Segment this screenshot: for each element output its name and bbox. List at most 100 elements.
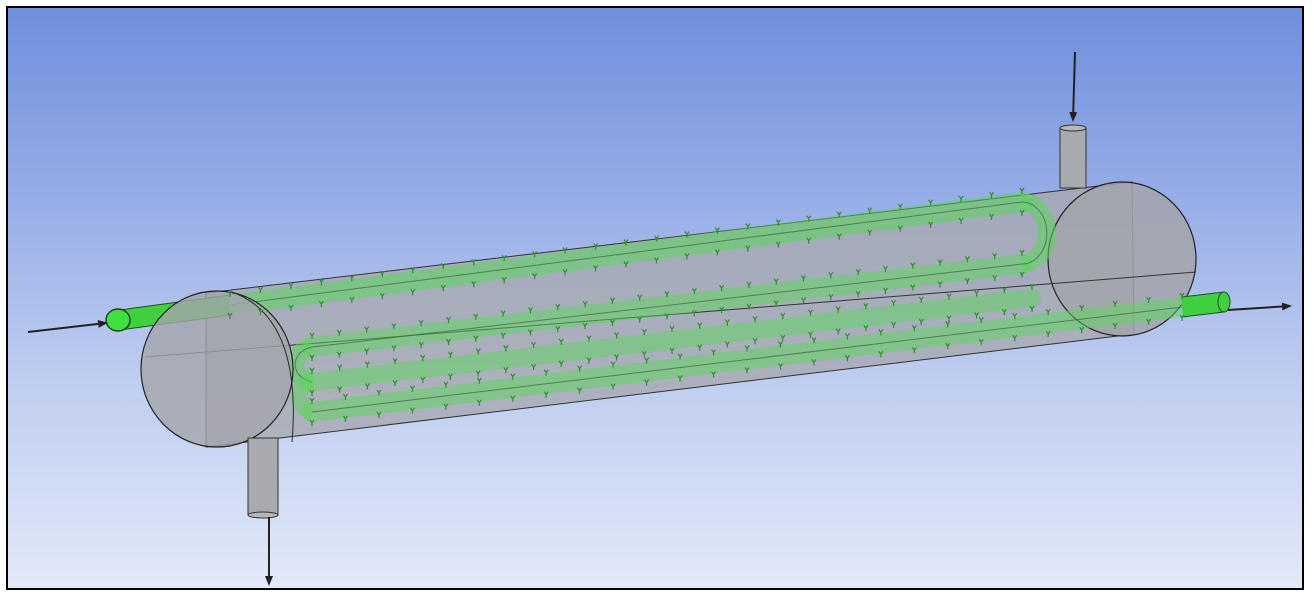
load-marker (420, 376, 426, 384)
load-marker (780, 312, 786, 320)
load-marker (691, 287, 697, 295)
load-marker (974, 290, 980, 297)
tube-inlet-end[interactable] (105, 308, 131, 332)
load-marker (644, 357, 650, 364)
load-marker (501, 277, 507, 284)
load-marker (471, 258, 477, 266)
load-marker (503, 345, 509, 352)
load-marker (475, 370, 481, 377)
load-marker (500, 332, 506, 339)
load-marker (1179, 314, 1185, 321)
load-marker (992, 274, 998, 282)
load-marker (446, 338, 452, 346)
load-marker (593, 265, 599, 272)
load-marker (562, 269, 568, 276)
load-marker (863, 303, 869, 310)
load-marker (443, 381, 449, 388)
load-marker (1029, 305, 1035, 312)
load-marker (447, 351, 453, 358)
load-marker (1112, 322, 1118, 330)
load-marker (337, 386, 343, 393)
load-marker (724, 341, 730, 348)
load-marker (443, 403, 449, 410)
load-marker (844, 333, 850, 340)
load-marker (531, 341, 537, 349)
load-marker (379, 270, 385, 278)
load-marker (882, 265, 888, 272)
load-marker (577, 365, 583, 372)
load-marker (807, 331, 813, 338)
load-marker (989, 213, 995, 220)
load-marker (476, 377, 482, 384)
load-marker (806, 237, 812, 244)
load-marker (610, 383, 616, 390)
load-marker (391, 323, 397, 330)
load-marker (418, 319, 424, 327)
load-marker (669, 325, 675, 332)
load-marker (1146, 318, 1152, 326)
load-marker (780, 334, 786, 342)
load-marker (440, 262, 446, 270)
load-marker (500, 310, 506, 317)
load-marker (392, 357, 398, 365)
model-canvas[interactable] (8, 8, 1304, 590)
load-marker (309, 367, 315, 374)
load-marker (937, 259, 943, 266)
load-marker (1029, 283, 1035, 290)
load-marker (410, 288, 416, 296)
load-marker (543, 391, 549, 398)
load-marker (911, 324, 917, 332)
load-marker (473, 335, 479, 342)
load-marker (863, 325, 869, 332)
load-marker (555, 325, 561, 333)
load-marker (684, 253, 690, 260)
load-marker (510, 395, 516, 402)
tube-inlet-arrow (27, 319, 108, 333)
load-marker (476, 399, 482, 406)
shell-inlet-nozzle[interactable] (1059, 124, 1087, 189)
load-marker (773, 300, 779, 307)
load-marker (337, 364, 343, 371)
load-marker (752, 315, 758, 323)
load-marker (577, 387, 583, 394)
load-marker (918, 296, 924, 303)
shell-outlet-nozzle[interactable] (247, 437, 279, 519)
load-marker (309, 332, 315, 339)
load-marker (582, 300, 588, 308)
load-marker (309, 397, 315, 404)
load-marker (531, 363, 537, 371)
load-marker (677, 353, 683, 360)
load-marker (773, 278, 779, 285)
shell-left-cap[interactable] (140, 290, 294, 448)
load-marker (664, 313, 670, 320)
load-marker (828, 272, 834, 279)
load-marker (684, 231, 690, 238)
load-marker (376, 411, 382, 418)
load-marker (1079, 304, 1085, 312)
load-marker (697, 344, 703, 351)
load-marker (510, 373, 516, 380)
load-marker (446, 316, 452, 324)
load-marker (745, 245, 751, 252)
load-marker (501, 255, 507, 262)
load-marker (867, 207, 873, 214)
load-marker (719, 284, 725, 292)
load-marker (593, 243, 599, 250)
load-marker (1112, 300, 1118, 308)
graphics-viewport[interactable] (6, 6, 1304, 590)
load-marker (724, 319, 730, 326)
load-marker (1045, 308, 1051, 316)
load-marker (714, 227, 720, 234)
load-marker (891, 321, 897, 329)
load-marker (409, 385, 415, 392)
load-marker (309, 354, 315, 361)
tube-bundle[interactable] (118, 192, 1231, 422)
load-marker (653, 235, 659, 242)
load-marker (719, 306, 725, 314)
load-marker (811, 359, 817, 366)
load-marker (836, 211, 842, 218)
load-marker (910, 262, 916, 269)
load-marker (609, 297, 615, 304)
load-marker (503, 367, 509, 374)
load-marker (227, 290, 233, 297)
